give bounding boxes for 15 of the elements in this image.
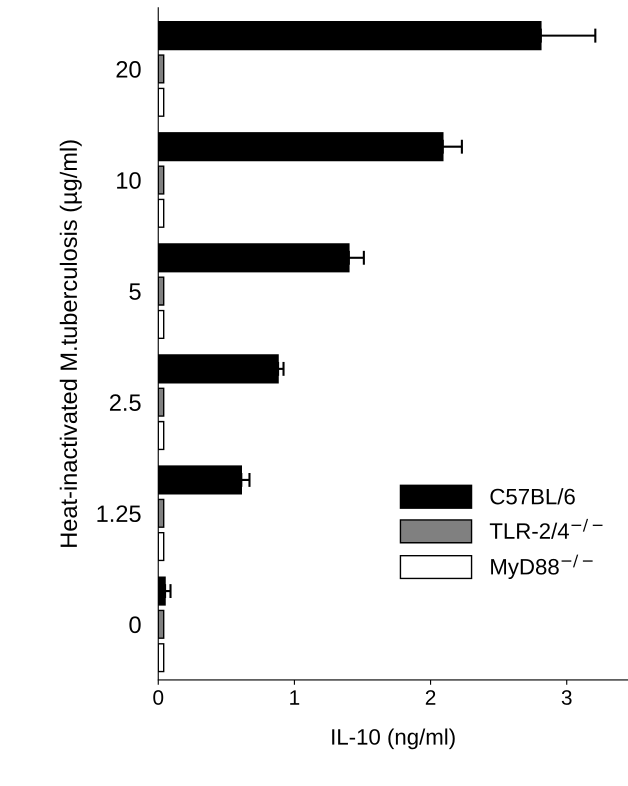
x-axis-title: IL-10 (ng/ml) xyxy=(332,728,455,750)
y-tick-label: 1.25 xyxy=(97,505,141,522)
x-tick-label: 3 xyxy=(562,690,572,705)
y-tick-label: 0 xyxy=(129,616,141,634)
legend-label: MyD88$^{−/−}$ xyxy=(491,554,593,580)
x-tick-label: 2 xyxy=(426,690,436,705)
y-tick-label: 2.5 xyxy=(110,394,141,411)
y-tick-label: 20 xyxy=(116,61,141,78)
x-tick-label: 1 xyxy=(290,690,300,705)
y-axis-title: Heat-inactivated M.tuberculosis (µg/ml) xyxy=(60,140,82,547)
legend-label: TLR-2/4$^{−/−}$ xyxy=(490,518,603,539)
y-tick-label: 10 xyxy=(117,172,141,189)
x-tick-label: 0 xyxy=(153,690,164,705)
legend-label: C57BL/6 xyxy=(490,488,575,504)
y-tick-label: 5 xyxy=(129,283,141,300)
